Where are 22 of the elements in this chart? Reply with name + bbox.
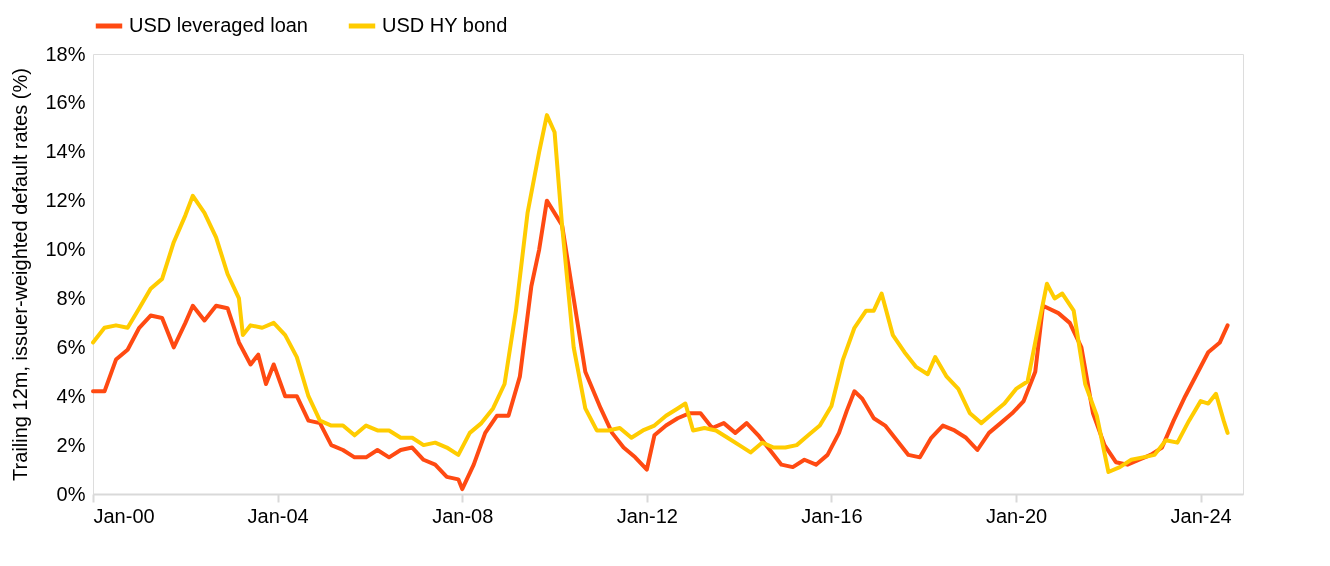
y-tick-label: 4%: [56, 384, 86, 407]
x-tick-label: Jan-04: [247, 504, 309, 527]
y-tick-label: 6%: [56, 335, 86, 358]
y-tick-label: 8%: [56, 286, 86, 309]
y-tick-label: 18%: [45, 42, 86, 65]
x-tick-label: Jan-16: [801, 504, 863, 527]
x-tick-label: Jan-00: [93, 504, 155, 527]
x-tick-label: Jan-08: [432, 504, 494, 527]
y-tick-label: 10%: [45, 238, 86, 261]
x-tick-label: Jan-20: [985, 504, 1048, 527]
y-tick-label: 0%: [56, 482, 86, 505]
y-tick-label: 14%: [45, 140, 86, 163]
y-tick-label: 2%: [56, 433, 86, 456]
legend-label: USD leveraged loan: [129, 14, 308, 36]
y-axis-title: Trailing 12m, issuer-weighted default rates (%): [9, 68, 32, 481]
y-tick-label: 12%: [45, 189, 86, 212]
x-tick-label: Jan-12: [616, 504, 678, 527]
x-tick-label: Jan-24: [1170, 504, 1232, 527]
line-series: [91, 198, 1230, 492]
line-series: [91, 113, 1230, 474]
y-tick-label: 16%: [45, 91, 86, 114]
legend-label: USD HY bond: [382, 14, 508, 36]
